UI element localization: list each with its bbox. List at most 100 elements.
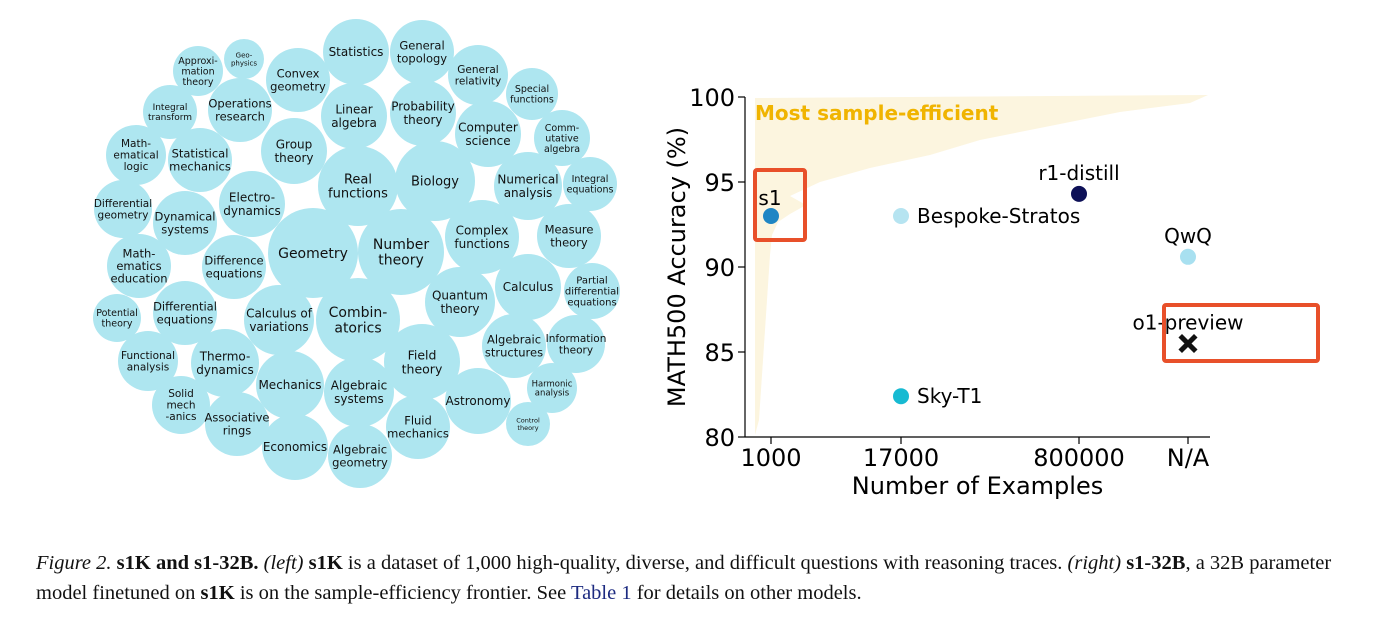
topic-bubble-dynamical-systems: Dynamical systems <box>153 191 217 255</box>
topic-bubble-label: Operations research <box>208 97 271 124</box>
topic-bubble-convex-geometry: Convex geometry <box>266 48 330 112</box>
topic-bubble-circle <box>386 395 450 459</box>
topic-bubble-label: Dynamical systems <box>155 210 216 237</box>
topic-bubble-chart: Statistics General topology Approxi-mation t… <box>93 19 620 488</box>
topic-bubble-circle <box>153 191 217 255</box>
topic-bubble-circle <box>106 125 166 185</box>
topic-bubble-label: Comm-utative algebra <box>544 123 580 155</box>
topic-bubble-statistical-mechanics: Statistical mechanics <box>168 128 232 192</box>
x-tick-label: 17000 <box>863 444 939 472</box>
point-marker <box>1071 185 1087 202</box>
highlight-box <box>1162 303 1320 363</box>
topic-bubble-algebraic-geometry: Algebraic geometry <box>328 424 392 488</box>
point-r1-distill: r1-distill <box>1038 161 1120 202</box>
caption-left-bold: s1K <box>308 552 343 574</box>
topic-bubble-label: Approxi-mation theory <box>178 56 217 88</box>
x-tick-label: 1000 <box>740 444 801 472</box>
topic-bubble-circle <box>390 80 456 146</box>
topic-bubble-label: Differential geometry <box>94 198 152 222</box>
caption-left-tag: (left) <box>263 552 304 574</box>
point-marker <box>1180 248 1196 265</box>
topic-bubble-probability-theory: Probability theory <box>390 80 456 146</box>
topic-bubble-circle <box>324 357 394 427</box>
point-s1: s1 <box>753 168 807 242</box>
topic-bubble-difference-equations: Difference equations <box>202 235 266 299</box>
topic-bubble-circle <box>506 402 550 446</box>
topic-bubble-computer-science: Computer science <box>455 101 521 167</box>
region-label: Most sample-efficient <box>755 101 999 125</box>
figure-caption: Figure 2. s1K and s1-32B. (left) s1K is … <box>36 548 1346 608</box>
topic-bubble-numerical-analysis: Numerical analysis <box>494 152 562 220</box>
topic-bubble-label: Special functions <box>510 84 554 105</box>
topic-bubble-label: Combin-atorics <box>329 305 388 336</box>
topic-bubble-circle <box>153 281 217 345</box>
topic-bubble-group-theory: Group theory <box>261 118 327 184</box>
topic-bubble-circle <box>152 376 210 434</box>
topic-bubble-combin-atorics: Combin-atorics <box>316 278 400 362</box>
x-tick-label: N/A <box>1167 444 1210 472</box>
topic-bubble-label: Statistics <box>329 45 384 59</box>
topic-bubble-label: Geometry <box>278 246 348 262</box>
topic-bubble-circle <box>107 234 171 298</box>
topic-bubble-algebraic-structures: Algebraic structures <box>482 314 546 378</box>
point-label: Bespoke-Stratos <box>917 204 1080 228</box>
topic-bubble-functional-analysis: Functional analysis <box>118 331 178 391</box>
topic-bubble-operations-research: Operations research <box>208 78 272 142</box>
topic-bubble-label: Calculus of variations <box>246 307 313 334</box>
topic-bubble-label: Number theory <box>373 237 429 268</box>
y-axis-label: MATH500 Accuracy (%) <box>663 127 691 407</box>
topic-bubble-circle <box>563 157 617 211</box>
topic-bubble-label: Harmonic analysis <box>532 379 573 398</box>
topic-bubble-circle <box>547 315 605 373</box>
topic-bubble-circle <box>262 414 328 480</box>
topic-bubble-harmonic-analysis: Harmonic analysis <box>527 363 577 413</box>
caption-right-tag: (right) <box>1067 552 1122 574</box>
point-marker <box>763 208 779 224</box>
topic-bubble-label: Difference equations <box>204 254 263 281</box>
topic-bubble-label: Economics <box>263 440 327 454</box>
topic-bubble-circle <box>537 204 601 268</box>
topic-bubble-label: Associative rings <box>204 411 269 438</box>
point-o1-preview: o1-preview <box>1132 303 1320 363</box>
topic-bubble-label: Field theory <box>402 348 443 377</box>
topic-bubble-economics: Economics <box>262 414 328 480</box>
topic-bubble-label: Algebraic geometry <box>332 443 388 470</box>
caption-right-text-1: , a 32B parameter model finetuned on <box>36 552 1332 604</box>
sample-efficient-region <box>755 95 1208 435</box>
topic-bubble-circle <box>205 392 269 456</box>
topic-bubble-label: Partial differential equations <box>565 276 619 309</box>
x-tick-label: 800000 <box>1033 444 1125 472</box>
table-1-link[interactable]: Table 1 <box>570 582 632 604</box>
topic-bubble-electro-dynamics: Electro-dynamics <box>219 171 285 237</box>
topic-bubble-label: Functional analysis <box>121 350 175 374</box>
topic-bubble-label: Information theory <box>546 333 607 357</box>
caption-right-bold: s1-32B <box>1126 552 1186 574</box>
topic-bubble-label: Numerical analysis <box>497 173 558 200</box>
topic-bubble-label: Real functions <box>328 172 388 201</box>
topic-bubble-quantum-theory: Quantum theory <box>425 267 495 337</box>
caption-figure-number: Figure 2. <box>36 552 112 574</box>
topic-bubble-label: Statistical mechanics <box>169 147 231 174</box>
topic-bubble-label: Computer science <box>458 121 518 148</box>
topic-bubble-field-theory: Field theory <box>384 324 460 400</box>
topic-bubble-differential-equations: Differential equations <box>153 281 217 345</box>
topic-bubble-circle <box>316 278 400 362</box>
highlight-box <box>753 168 807 242</box>
topic-bubble-math-ematical-logic: Math-ematical logic <box>106 125 166 185</box>
point-sky-t1: Sky-T1 <box>893 384 982 408</box>
topic-bubble-circle <box>384 324 460 400</box>
topic-bubble-circle <box>318 146 398 226</box>
point-marker <box>893 388 909 405</box>
topic-bubble-circle <box>323 19 389 85</box>
point-label: QwQ <box>1164 224 1212 248</box>
topic-bubble-circle <box>564 263 620 319</box>
topic-bubble-label: Algebraic systems <box>331 379 387 406</box>
topic-bubble-circle <box>495 254 561 320</box>
point-label: o1-preview <box>1132 311 1243 335</box>
caption-right-text-2: is on the sample-efficiency frontier. Se… <box>239 582 567 604</box>
topic-bubble-label: General topology <box>397 39 447 66</box>
topic-bubble-label: Electro-dynamics <box>223 191 281 218</box>
topic-bubble-linear-algebra: Linear algebra <box>321 83 387 149</box>
topic-bubble-label: Math-ematical logic <box>113 138 158 173</box>
topic-bubble-label: Thermo-dynamics <box>196 350 254 377</box>
